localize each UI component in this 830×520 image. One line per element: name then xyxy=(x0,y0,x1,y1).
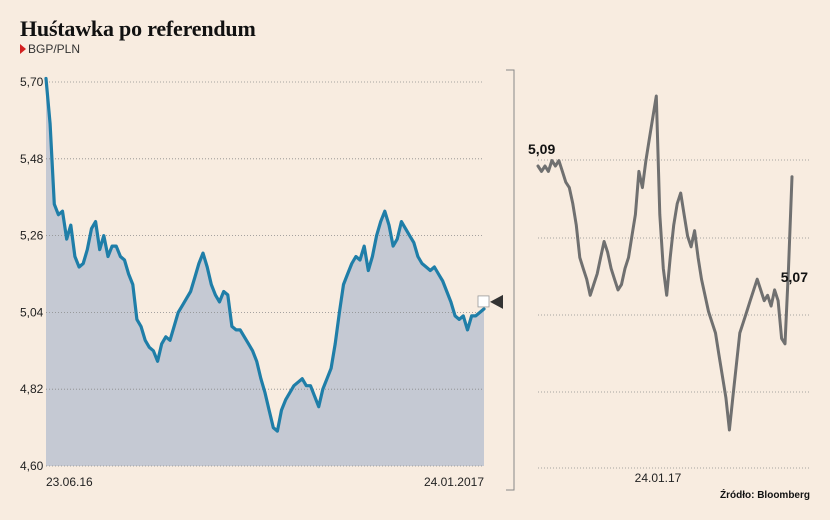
chart-title: Huśtawka po referendum xyxy=(20,16,256,41)
series-line xyxy=(44,76,486,433)
subtitle-label: BGP/PLN xyxy=(28,42,81,56)
red-triangle-icon xyxy=(20,44,26,54)
zoom-bracket xyxy=(506,69,515,491)
start-value-label: 5,09 xyxy=(528,141,555,157)
end-marker xyxy=(477,295,490,308)
y-tick-label: 5,48 xyxy=(20,152,44,166)
y-tick-label: 4,82 xyxy=(20,382,44,396)
x-tick-label: 23.06.16 xyxy=(46,475,93,489)
x-tick-label: 24.01.2017 xyxy=(424,475,484,489)
y-tick-label: 5,26 xyxy=(20,229,44,243)
area-fill xyxy=(46,78,484,466)
series-line xyxy=(536,94,794,432)
end-value-label: 5,07 xyxy=(781,269,808,285)
main-chart: 4,60 4,82 5,04 5,26 5,48 5,70 23.06.16 24.01.20… xyxy=(20,69,515,491)
y-tick-label: 4,60 xyxy=(20,459,44,473)
y-tick-label: 5,04 xyxy=(20,305,44,319)
chart-subtitle: BGP/PLN xyxy=(20,42,80,56)
y-tick-label: 5,70 xyxy=(20,75,44,89)
detail-chart: 5,09 5,07 24.01.17 xyxy=(528,94,810,485)
x-tick-label: 24.01.17 xyxy=(635,471,682,485)
source-note: Źródło: Bloomberg xyxy=(720,490,810,501)
pointer-triangle-icon xyxy=(490,294,503,309)
